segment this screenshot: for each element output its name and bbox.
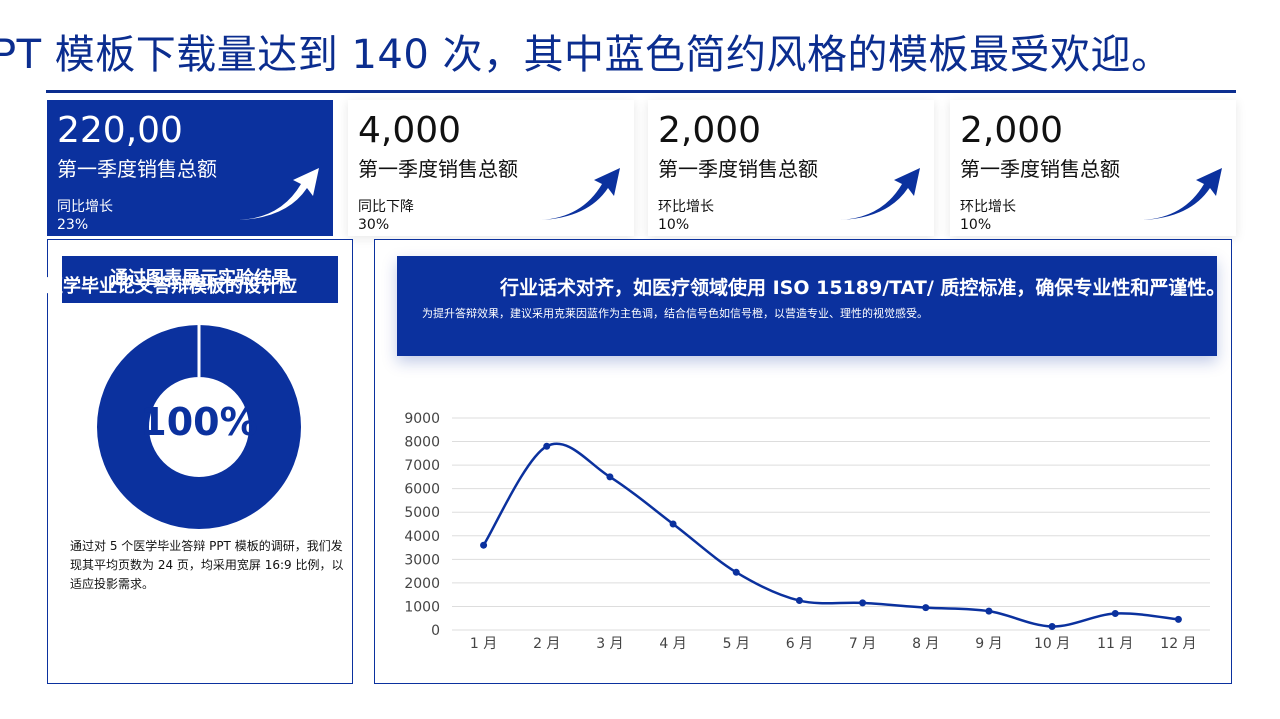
y-tick-label: 6000 bbox=[404, 482, 440, 498]
y-tick-label: 0 bbox=[431, 623, 440, 639]
x-tick-label: 10 月 bbox=[1034, 636, 1070, 652]
kpi-percent: 10% bbox=[658, 217, 690, 233]
kpi-card-4: 2,000 第一季度销售总额 环比增长 10% bbox=[950, 100, 1236, 236]
x-tick-label: 6 月 bbox=[786, 636, 813, 652]
kpi-label: 第一季度销售总额 bbox=[57, 157, 217, 181]
kpi-value: 220,00 bbox=[57, 110, 183, 151]
kpi-value: 2,000 bbox=[658, 110, 762, 151]
y-tick-label: 7000 bbox=[404, 458, 440, 474]
y-tick-label: 9000 bbox=[404, 411, 440, 427]
overlapping-caption: 医学毕业论文答辩模板的设计应 bbox=[45, 276, 297, 297]
data-point bbox=[922, 604, 930, 612]
kpi-card-2: 4,000 第一季度销售总额 同比下降 30% bbox=[348, 100, 634, 236]
y-tick-label: 1000 bbox=[404, 599, 440, 615]
kpi-label: 第一季度销售总额 bbox=[658, 157, 818, 181]
left-panel-title: 通过图表展示实验结果 bbox=[110, 268, 290, 289]
right-panel-title: 行业话术对齐，如医疗领域使用 ISO 15189/TAT/ 质控标准，确保专业性… bbox=[500, 277, 1226, 299]
x-tick-label: 9 月 bbox=[975, 636, 1002, 652]
y-tick-label: 5000 bbox=[404, 505, 440, 521]
data-point bbox=[1111, 610, 1119, 618]
headline: PT 模板下载量达到 140 次，其中蓝色简约风格的模板最受欢迎。 bbox=[0, 32, 1172, 78]
kpi-percent: 30% bbox=[358, 217, 390, 233]
y-tick-label: 2000 bbox=[404, 576, 440, 592]
kpi-sub-label: 同比下降 bbox=[358, 199, 414, 215]
up-arrow-icon bbox=[1142, 168, 1222, 220]
kpi-card-1: 220,00 第一季度销售总额 同比增长 23% bbox=[47, 100, 333, 236]
donut-value: 100% bbox=[140, 400, 258, 444]
kpi-value: 4,000 bbox=[358, 110, 462, 151]
left-title-banner bbox=[62, 256, 338, 303]
kpi-sub-label: 环比增长 bbox=[658, 199, 714, 215]
right-title-banner bbox=[397, 256, 1217, 356]
headline-divider bbox=[46, 90, 1236, 93]
x-tick-label: 1 月 bbox=[470, 636, 497, 652]
data-point bbox=[480, 541, 488, 549]
right-panel-subtitle: 为提升答辩效果，建议采用克莱因蓝作为主色调，结合信号色如信号橙，以营造专业、理性… bbox=[422, 307, 928, 320]
left-panel bbox=[47, 239, 353, 684]
kpi-sub-label: 环比增长 bbox=[960, 199, 1016, 215]
x-tick-label: 7 月 bbox=[849, 636, 876, 652]
data-point bbox=[795, 597, 803, 605]
up-arrow-icon bbox=[540, 168, 620, 220]
y-tick-label: 3000 bbox=[404, 552, 440, 568]
kpi-label: 第一季度销售总额 bbox=[358, 157, 518, 181]
data-point bbox=[543, 442, 551, 450]
donut-chart bbox=[97, 325, 301, 529]
series-line bbox=[482, 442, 1179, 628]
data-point bbox=[669, 520, 677, 528]
x-tick-label: 4 月 bbox=[659, 636, 686, 652]
up-arrow-icon bbox=[239, 168, 319, 220]
x-tick-label: 8 月 bbox=[912, 636, 939, 652]
data-point bbox=[1048, 622, 1056, 630]
x-tick-label: 3 月 bbox=[596, 636, 623, 652]
x-tick-label: 5 月 bbox=[723, 636, 750, 652]
kpi-label: 第一季度销售总额 bbox=[960, 157, 1120, 181]
data-point bbox=[732, 568, 740, 576]
y-tick-label: 4000 bbox=[404, 529, 440, 545]
data-point bbox=[606, 473, 614, 481]
left-panel-description: 通过对 5 个医学毕业答辩 PPT 模板的调研，我们发现其平均页数为 24 页，… bbox=[70, 539, 344, 591]
kpi-card-3: 2,000 第一季度销售总额 环比增长 10% bbox=[648, 100, 934, 236]
kpi-percent: 23% bbox=[57, 217, 89, 233]
data-point bbox=[1174, 615, 1182, 623]
y-tick-label: 8000 bbox=[404, 435, 440, 451]
data-point bbox=[859, 599, 867, 607]
x-tick-label: 11 月 bbox=[1097, 636, 1133, 652]
x-tick-label: 12 月 bbox=[1160, 636, 1196, 652]
kpi-value: 2,000 bbox=[960, 110, 1064, 151]
kpi-sub-label: 同比增长 bbox=[57, 199, 113, 215]
line-chart: 0 1000 2000 3000 4000 5000 6000 7000 8000 9000 1 月… bbox=[404, 411, 1210, 652]
x-tick-label: 2 月 bbox=[533, 636, 560, 652]
kpi-percent: 10% bbox=[960, 217, 992, 233]
data-point bbox=[985, 607, 993, 615]
up-arrow-icon bbox=[840, 168, 920, 220]
